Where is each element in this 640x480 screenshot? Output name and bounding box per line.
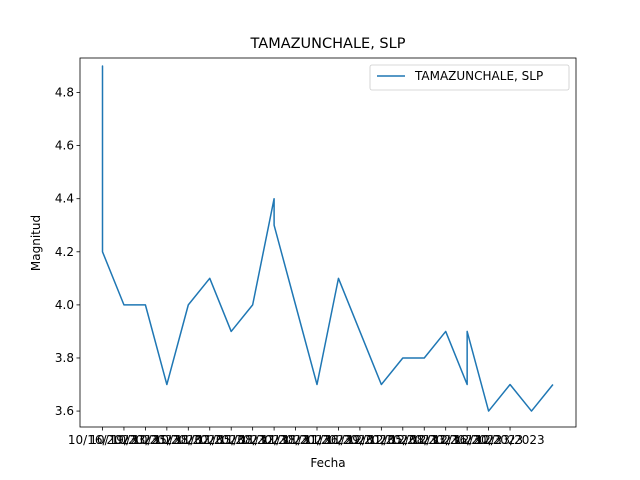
plot-area: 3.6 3.8 4.0 4.2 4.4 4.6 4.8 10/16/202310/19/202… (55, 65, 554, 447)
x-tick-label: 11/29/2023 (325, 433, 394, 447)
y-tick-label: 4.6 (55, 139, 74, 153)
x-tick-label: 11/12/2023 (240, 433, 309, 447)
legend-series-label: TAMAZUNCHALE, SLP (414, 69, 543, 83)
legend-box (369, 64, 570, 91)
axes-frame (79, 57, 577, 428)
series-line-0 (101, 65, 554, 412)
x-tick-label: 12/13/2023 (411, 433, 480, 447)
y-tick-label: 4.4 (55, 192, 74, 206)
x-tick-label: 12/08/2023 (390, 433, 459, 447)
x-tick-label: 11/05/2023 (197, 433, 266, 447)
x-tick-label: 11/08/2023 (218, 433, 287, 447)
y-tick-label: 4.2 (55, 245, 74, 259)
x-tick-label: 10/19/2023 (89, 433, 158, 447)
x-tick-label: 10/28/2023 (154, 433, 223, 447)
x-tick-label: 10/16/2023 (68, 433, 137, 447)
x-tick-label: 12/20/2023 (454, 433, 523, 447)
y-tick-label: 4.8 (55, 86, 74, 100)
y-tick-label: 3.6 (55, 404, 74, 418)
x-tick-label: 12/05/2023 (368, 433, 437, 447)
x-tick-label: 11/21/2023 (282, 433, 351, 447)
y-tick-label: 3.8 (55, 351, 74, 365)
y-tick-label: 4.0 (55, 298, 74, 312)
x-tick-label: 11/18/2023 (261, 433, 330, 447)
x-tick-label: 12/16/2023 (433, 433, 502, 447)
x-tick-label: 11/02/2023 (175, 433, 244, 447)
x-tick-label: 11/26/2023 (304, 433, 373, 447)
x-tick-label: 10/25/2023 (132, 433, 201, 447)
chart-title: TAMAZUNCHALE, SLP (250, 36, 406, 52)
y-axis-label: Magnitud (29, 215, 43, 271)
x-axis-label: Fecha (310, 456, 345, 470)
legend: TAMAZUNCHALE, SLP (369, 64, 570, 91)
x-tick-label: 10/23/2023 (111, 433, 180, 447)
x-tick-label: 12/23/2023 (475, 433, 544, 447)
x-tick-label: 12/01/2023 (347, 433, 416, 447)
